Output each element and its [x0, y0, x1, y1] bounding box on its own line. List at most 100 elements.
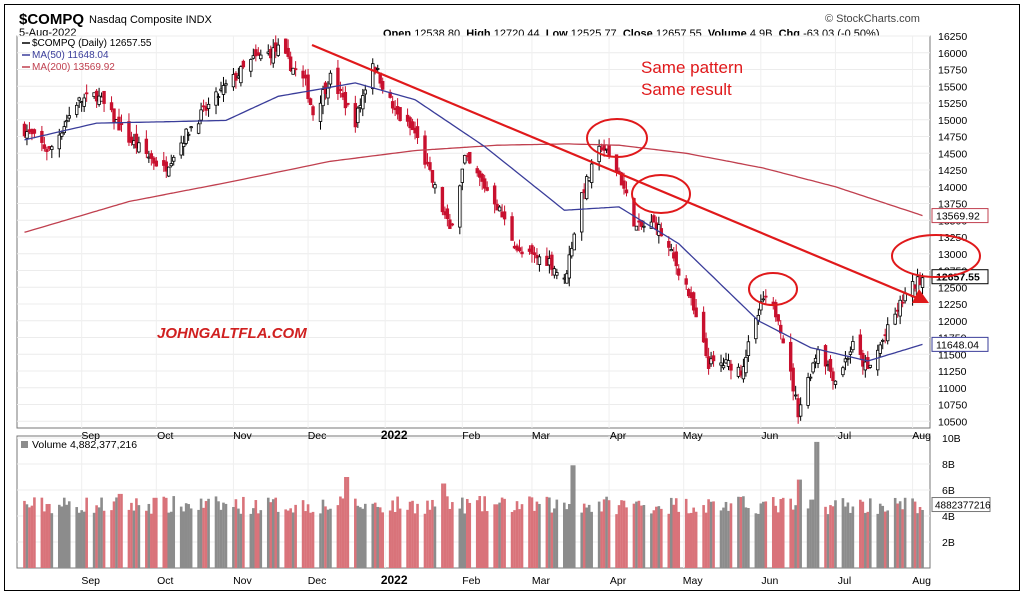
volume-bar — [757, 513, 760, 568]
candle-body — [321, 89, 325, 107]
candle — [704, 332, 708, 359]
candle-body — [898, 299, 902, 317]
candle-body — [704, 338, 708, 357]
volume-bar — [326, 509, 330, 568]
candle-body — [276, 44, 280, 56]
candle-body — [791, 367, 795, 392]
volume-bar — [237, 508, 240, 568]
volume-bar — [413, 513, 417, 568]
annotation-text-line1: Same pattern — [641, 58, 743, 77]
candle-body — [336, 67, 340, 94]
candle — [32, 128, 37, 139]
volume-bar — [590, 511, 593, 568]
candle — [858, 329, 863, 361]
candle-body — [570, 248, 574, 257]
volume-bar — [371, 503, 375, 568]
volume-bar — [97, 507, 101, 568]
volume-bar — [781, 497, 785, 568]
volume-bar — [572, 465, 576, 568]
volume-bar — [406, 509, 409, 568]
candle-body — [57, 134, 61, 150]
volume-legend-label: Volume 4,882,377,216 — [32, 439, 137, 451]
volume-bar — [475, 500, 479, 568]
candle — [301, 65, 305, 88]
volume-bar — [866, 511, 870, 568]
candle — [694, 298, 698, 318]
volume-bar — [25, 504, 29, 568]
candle — [881, 338, 885, 350]
candle-body — [537, 256, 542, 265]
candle-body — [552, 268, 557, 276]
candle-body — [430, 170, 435, 183]
candle-body — [206, 103, 211, 109]
volume-bar — [60, 506, 64, 568]
volume-bar — [257, 513, 260, 568]
volume-bar — [23, 500, 26, 568]
candle — [186, 131, 191, 141]
candle-body — [622, 180, 626, 189]
candle-body — [428, 162, 432, 170]
volume-bar — [411, 500, 414, 568]
volume-bar — [423, 513, 427, 568]
volume-bar — [284, 509, 287, 568]
candle — [288, 51, 293, 72]
candle — [286, 39, 290, 60]
candle-body — [356, 107, 360, 124]
candle-body — [463, 154, 467, 164]
volume-bar — [480, 511, 484, 568]
candle — [60, 130, 64, 140]
candle-body — [828, 358, 833, 372]
candle-body — [694, 307, 698, 318]
volume-bar — [652, 510, 656, 568]
candle — [572, 232, 576, 251]
candle — [746, 335, 751, 362]
candle-body — [224, 83, 228, 86]
candle-body — [808, 376, 813, 379]
volume-bar — [563, 502, 566, 568]
candle-body — [776, 314, 780, 322]
candle — [149, 150, 154, 166]
candle-body — [361, 95, 365, 110]
candle-body — [109, 102, 114, 111]
watermark-text: JOHNGALTFLA.COM — [157, 325, 307, 342]
volume-bar — [324, 506, 327, 568]
candle-body — [189, 126, 193, 129]
candle — [102, 90, 106, 112]
volume-bar — [794, 505, 797, 568]
candle — [169, 154, 173, 168]
volume-bar — [363, 503, 367, 568]
candle-body — [900, 301, 905, 304]
candle — [517, 239, 522, 253]
volume-bar — [660, 508, 663, 568]
candle-body — [196, 123, 201, 134]
candle-body — [328, 72, 333, 85]
ma50-value-tag: 11648.04 — [931, 336, 989, 352]
volume-bar — [535, 501, 539, 568]
candle-body — [624, 189, 629, 194]
candle-body — [684, 278, 688, 285]
candle — [667, 236, 671, 257]
volume-bar — [137, 505, 141, 568]
volume-bar — [724, 501, 728, 568]
volume-bar — [381, 512, 384, 568]
candle — [744, 349, 748, 377]
volume-bar — [269, 502, 273, 568]
candle-body — [746, 341, 751, 357]
candle — [311, 104, 315, 121]
volume-bar — [329, 508, 332, 568]
candle-body — [77, 97, 81, 101]
last-price-tag-text: 12657.55 — [936, 272, 980, 284]
candle-body — [286, 47, 290, 57]
candle — [846, 356, 850, 366]
volume-bar — [498, 502, 501, 568]
volume-bar — [533, 510, 536, 568]
volume-bar — [40, 497, 44, 568]
x-month-label: Aug — [912, 575, 931, 587]
price-y-tick-label: 16000 — [938, 48, 967, 60]
candle — [721, 357, 726, 370]
candle — [808, 373, 813, 382]
candle-body — [154, 160, 159, 167]
volume-bar — [463, 513, 467, 568]
volume-bar — [642, 505, 646, 568]
volume-bar — [689, 512, 693, 568]
